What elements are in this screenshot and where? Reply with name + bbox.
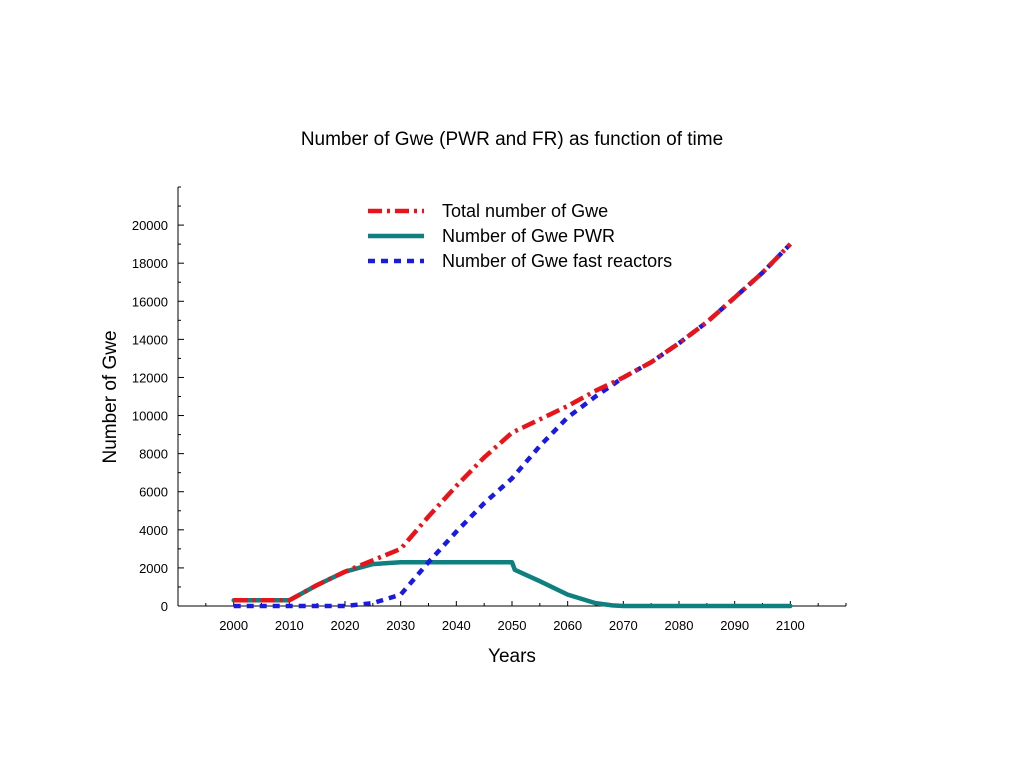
series-line-0 (233, 242, 792, 603)
y-tick-label: 16000 (132, 294, 168, 309)
legend-label-2: Number of Gwe fast reactors (442, 251, 672, 271)
x-tick-label: 2030 (386, 618, 415, 633)
y-tick-label: 10000 (132, 409, 168, 424)
x-tick-label: 2060 (553, 618, 582, 633)
x-tick-label: 2090 (720, 618, 749, 633)
x-tick-label: 2040 (442, 618, 471, 633)
y-tick-label: 4000 (139, 523, 168, 538)
y-tick-label: 0 (161, 599, 168, 614)
x-tick-label: 2000 (219, 618, 248, 633)
y-tick-label: 8000 (139, 447, 168, 462)
x-tick-label: 2100 (776, 618, 805, 633)
y-tick-label: 12000 (132, 370, 168, 385)
y-tick-label: 2000 (139, 561, 168, 576)
y-tick-label: 20000 (132, 218, 168, 233)
x-tick-label: 2080 (665, 618, 694, 633)
x-axis-label: Years (488, 646, 536, 667)
y-tick-label: 14000 (132, 332, 168, 347)
y-axis-label: Number of Gwe (100, 330, 121, 463)
y-tick-label: 6000 (139, 485, 168, 500)
series-layer (231, 242, 793, 609)
series-line-2 (233, 242, 792, 609)
legend-label-0: Total number of Gwe (442, 201, 608, 221)
y-axis-ticks: 0 2000 4000 6000 8000 10000 12000 14000 16000 180… (132, 186, 184, 614)
x-axis-ticks: 2000 2010 2020 2030 2040 2050 2060 2070 2080 2090… (177, 601, 847, 633)
x-tick-label: 2010 (275, 618, 304, 633)
legend-label-1: Number of Gwe PWR (442, 226, 615, 246)
chart-axes (177, 187, 846, 607)
x-tick-label: 2050 (498, 618, 527, 633)
y-tick-label: 18000 (132, 256, 168, 271)
x-tick-label: 2020 (331, 618, 360, 633)
chart-title: Number of Gwe (PWR and FR) as function o… (301, 129, 723, 150)
legend: Total number of Gwe Number of Gwe PWR Numb… (368, 201, 672, 271)
series-line-1 (231, 559, 793, 609)
x-tick-label: 2070 (609, 618, 638, 633)
